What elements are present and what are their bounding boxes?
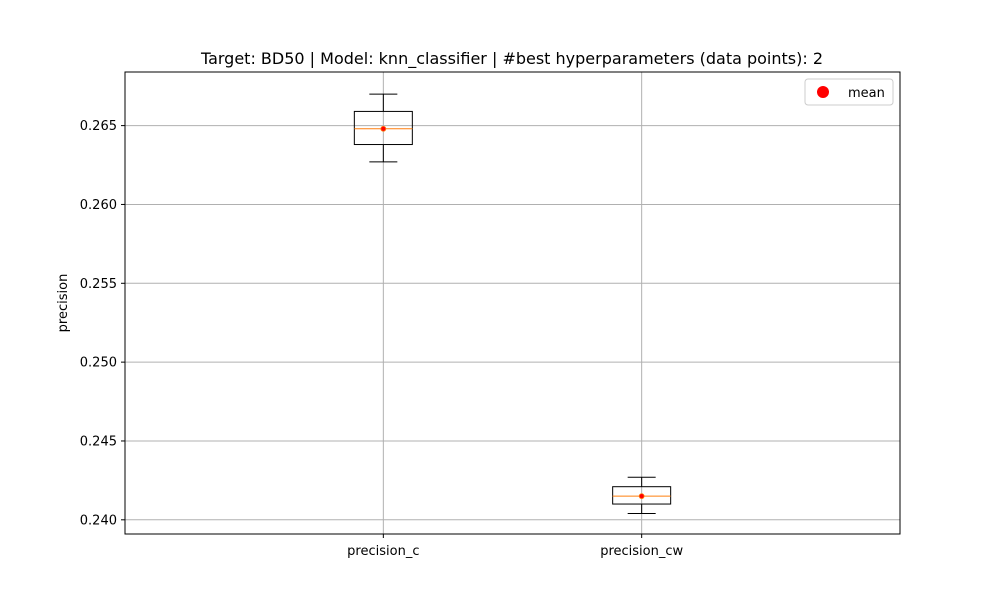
y-tick-label: 0.265 [80, 119, 117, 134]
x-tick-label: precision_cw [600, 544, 683, 559]
box-series [353, 93, 672, 515]
mean-marker [380, 125, 387, 132]
mean-marker [638, 493, 645, 500]
grid [125, 72, 900, 534]
x-tick-label: precision_c [347, 544, 419, 559]
y-tick-label: 0.255 [80, 277, 117, 292]
box-precision_cw [612, 476, 672, 515]
iqr-box [353, 110, 413, 146]
legend-mean-label: mean [848, 86, 885, 101]
chart-title: Target: BD50 | Model: knn_classifier | #… [200, 49, 823, 69]
axis-ticks: 0.240 0.245 0.250 0.255 0.260 0.265 precision_… [80, 119, 684, 559]
box-precision_c [353, 93, 413, 163]
y-tick-label: 0.250 [80, 356, 117, 371]
y-tick-label: 0.260 [80, 198, 117, 213]
legend-frame [804, 78, 894, 106]
y-tick-label: 0.240 [80, 513, 117, 528]
legend-mean-marker [817, 86, 829, 98]
iqr-box [612, 486, 672, 505]
legend: mean [804, 78, 894, 106]
y-tick-label: 0.245 [80, 434, 117, 449]
plot-frame [124, 71, 901, 535]
y-axis-label: precision [56, 274, 71, 333]
